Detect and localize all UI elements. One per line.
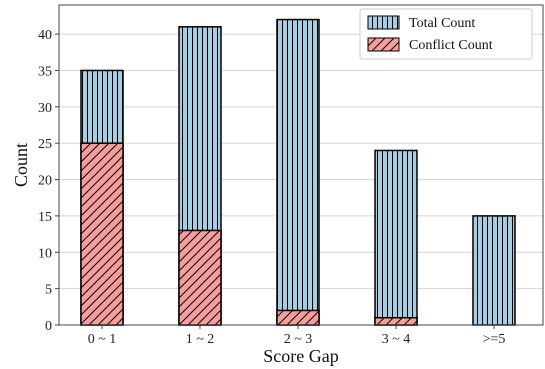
y-tick-label: 25 — [38, 137, 52, 152]
bar-total-hatch — [276, 18, 320, 326]
x-axis-ticks: 0 ~ 1 1 ~ 2 2 ~ 3 3 ~ 4 >=5 — [88, 325, 506, 347]
y-tick-label: 10 — [38, 246, 52, 261]
y-tick-label: 40 — [38, 28, 52, 43]
legend-label-total: Total Count — [409, 16, 475, 31]
bar-total-hatch — [472, 215, 516, 326]
legend-swatch-total-hatch — [367, 15, 400, 30]
x-axis-label: Score Gap — [263, 346, 338, 366]
y-tick-label: 30 — [38, 101, 52, 116]
y-tick-label: 20 — [38, 174, 52, 189]
y-tick-label: 0 — [45, 319, 52, 334]
bars — [80, 18, 516, 326]
legend-swatch-conflict-hatch — [367, 37, 400, 52]
x-tick-label: 1 ~ 2 — [186, 332, 215, 347]
bar-conflict-hatch — [178, 229, 222, 326]
legend: Total Count Conflict Count — [359, 8, 533, 60]
x-tick-label: >=5 — [483, 332, 506, 347]
bar-total-hatch — [374, 149, 418, 326]
y-tick-label: 35 — [38, 64, 52, 79]
y-axis-label: Count — [11, 143, 31, 187]
bar-conflict-hatch — [276, 309, 320, 326]
x-tick-label: 2 ~ 3 — [284, 332, 313, 347]
y-tick-label: 15 — [38, 210, 52, 225]
plot-frame — [58, 4, 544, 326]
legend-label-conflict: Conflict Count — [409, 38, 493, 53]
bar-conflict-hatch — [80, 142, 124, 326]
legend-box — [359, 8, 533, 60]
x-tick-label: 0 ~ 1 — [88, 332, 117, 347]
y-tick-label: 5 — [45, 283, 52, 298]
y-axis-ticks: 0 5 10 15 20 25 30 35 40 — [38, 28, 59, 334]
x-tick-label: 3 ~ 4 — [382, 332, 411, 347]
bar-conflict-hatch — [374, 316, 418, 326]
